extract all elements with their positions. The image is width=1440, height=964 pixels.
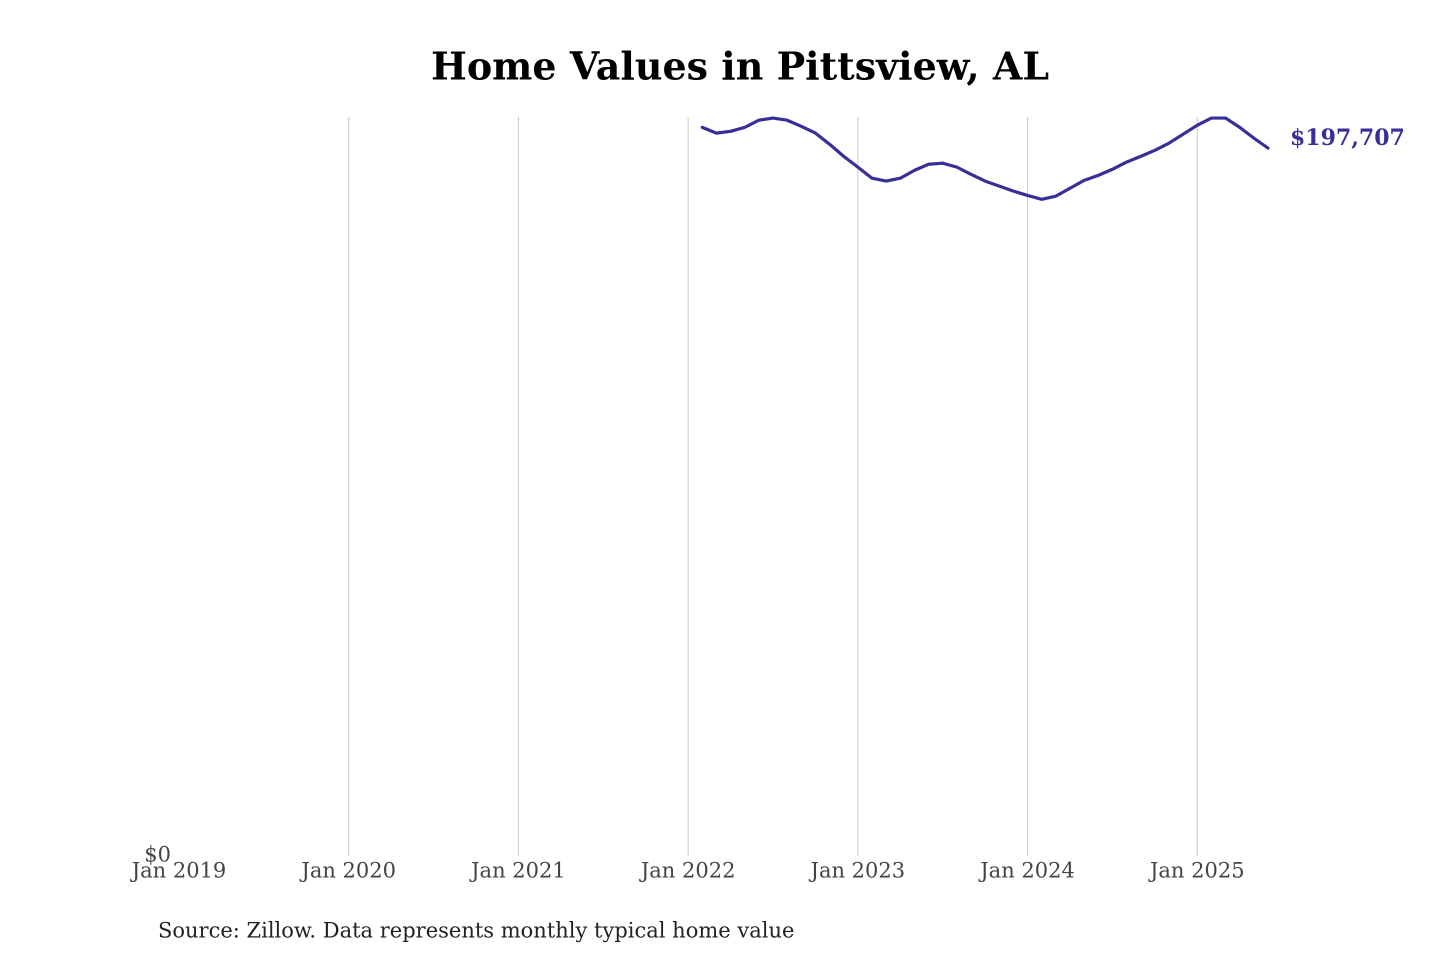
chart-title: Home Values in Pittsview, AL xyxy=(431,44,1049,89)
source-note: Source: Zillow. Data represents monthly … xyxy=(158,919,794,943)
line-series xyxy=(700,116,1270,201)
end-value-label: $197,707 xyxy=(1290,125,1405,151)
x-tick-label: Jan 2022 xyxy=(639,859,736,883)
x-tick-label: Jan 2021 xyxy=(469,859,566,883)
x-tick-label: Jan 2024 xyxy=(978,859,1075,883)
x-tick-label: Jan 2025 xyxy=(1148,859,1245,883)
x-tick-label: Jan 2020 xyxy=(299,859,396,883)
x-tick-label: Jan 2023 xyxy=(809,859,906,883)
y-tick-label: $0 xyxy=(144,843,171,867)
x-tick-label: Jan 2019 xyxy=(130,859,227,883)
